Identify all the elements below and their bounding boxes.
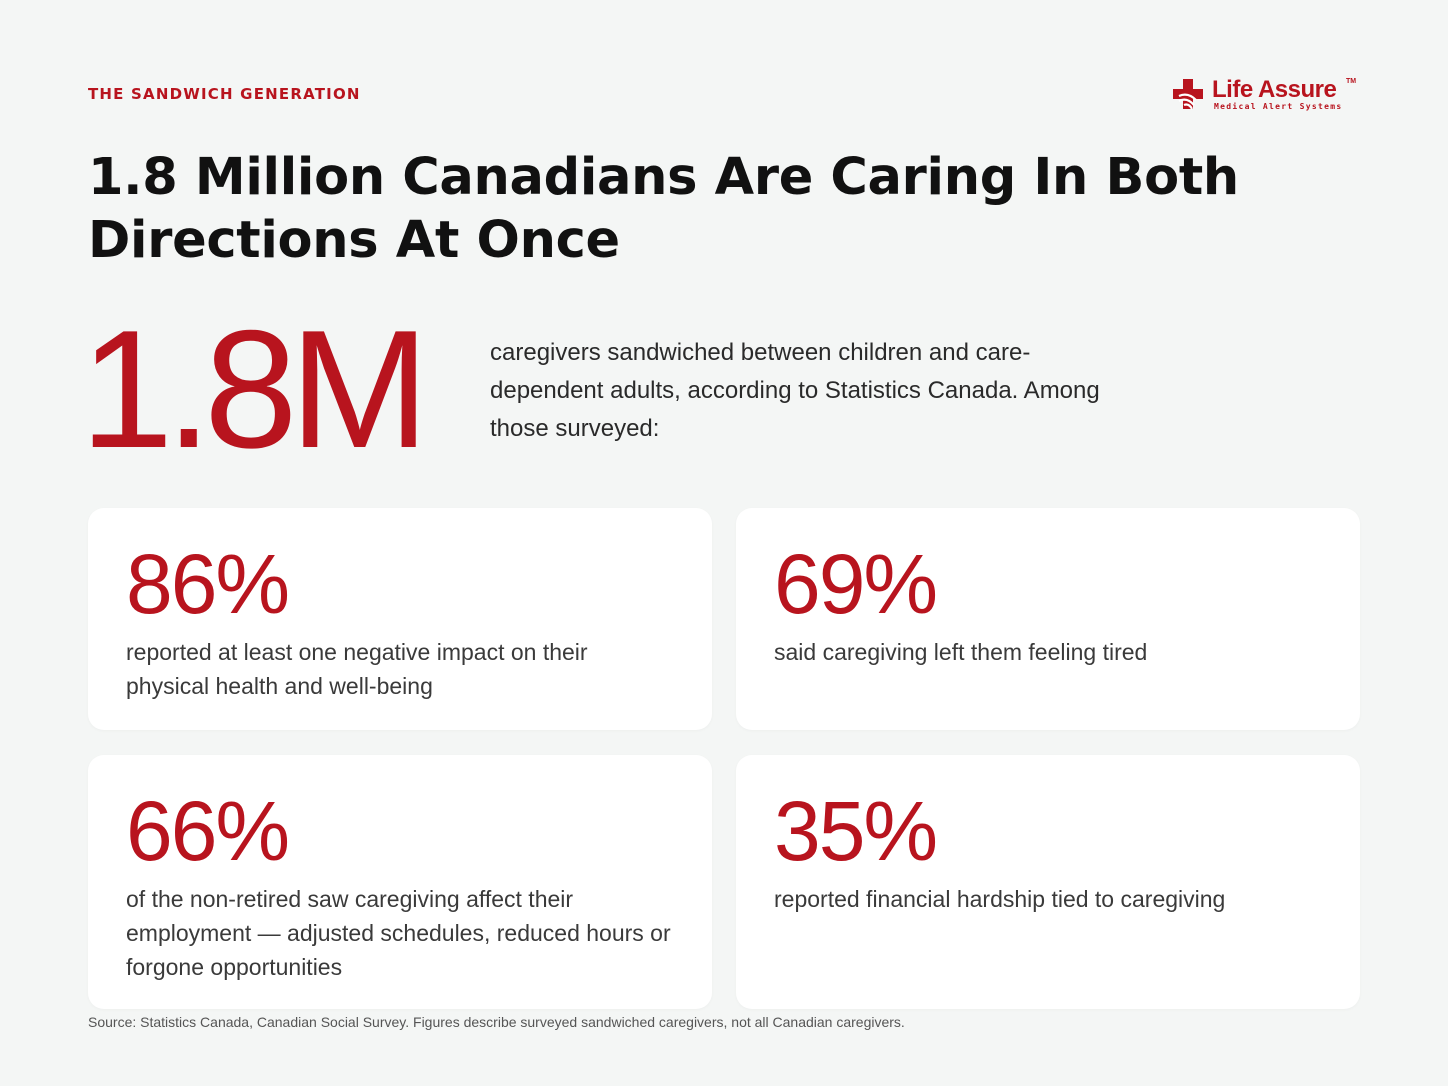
eyebrow-label: THE SANDWICH GENERATION <box>88 85 361 103</box>
medical-cross-icon <box>1173 79 1203 110</box>
life-assure-logo: Life Assure TM Medical Alert Systems <box>1172 76 1360 114</box>
stat-card-health: 86% reported at least one negative impac… <box>88 508 712 730</box>
stat-value: 69% <box>774 537 938 631</box>
stat-card-tired: 69% said caregiving left them feeling ti… <box>736 508 1360 730</box>
stat-description: reported at least one negative impact on… <box>126 639 588 699</box>
hero-stat: 1.8M <box>80 295 429 483</box>
logo-name: Life Assure <box>1212 76 1337 103</box>
stat-card-employment: 66% of the non-retired saw caregiving af… <box>88 755 712 1009</box>
stat-description: reported financial hardship tied to care… <box>774 886 1226 912</box>
stat-value: 86% <box>126 537 290 631</box>
stat-value: 66% <box>126 784 290 878</box>
logo-tagline: Medical Alert Systems <box>1214 102 1343 111</box>
stat-description: of the non-retired saw caregiving affect… <box>126 886 671 980</box>
logo-trademark: TM <box>1346 78 1357 85</box>
stat-card-financial: 35% reported financial hardship tied to … <box>736 755 1360 1009</box>
stat-value: 35% <box>774 784 938 878</box>
source-note: Source: Statistics Canada, Canadian Soci… <box>88 1014 905 1030</box>
stat-description: said caregiving left them feeling tired <box>774 639 1148 665</box>
page-title: 1.8 Million Canadians Are Caring In Both… <box>88 148 1239 270</box>
hero-description: caregivers sandwiched between children a… <box>490 339 1100 442</box>
